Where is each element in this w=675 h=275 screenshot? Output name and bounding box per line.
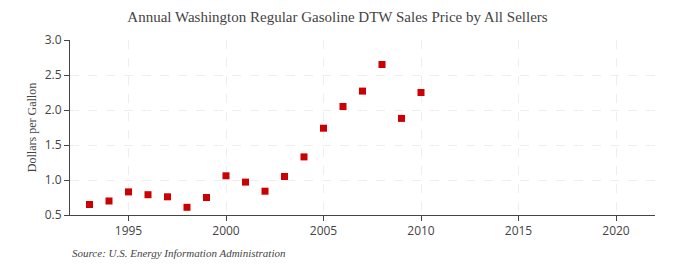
svg-text:0.5: 0.5	[45, 206, 62, 223]
svg-text:2000: 2000	[212, 222, 240, 239]
svg-text:2005: 2005	[310, 222, 338, 239]
svg-text:2.5: 2.5	[45, 66, 62, 83]
svg-text:2010: 2010	[407, 222, 435, 239]
svg-text:Annual Washington Regular Gaso: Annual Washington Regular Gasoline DTW S…	[127, 9, 547, 25]
svg-text:3.0: 3.0	[45, 31, 62, 48]
svg-text:2.0: 2.0	[45, 101, 62, 118]
svg-text:1.0: 1.0	[45, 171, 62, 188]
svg-text:1.5: 1.5	[45, 136, 62, 153]
svg-text:2020: 2020	[602, 222, 630, 239]
svg-text:2015: 2015	[505, 222, 533, 239]
svg-text:Source: U.S. Energy Informatio: Source: U.S. Energy Information Administ…	[72, 247, 286, 259]
svg-text:1995: 1995	[115, 222, 143, 239]
svg-text:Dollars per Gallon: Dollars per Gallon	[25, 83, 39, 172]
